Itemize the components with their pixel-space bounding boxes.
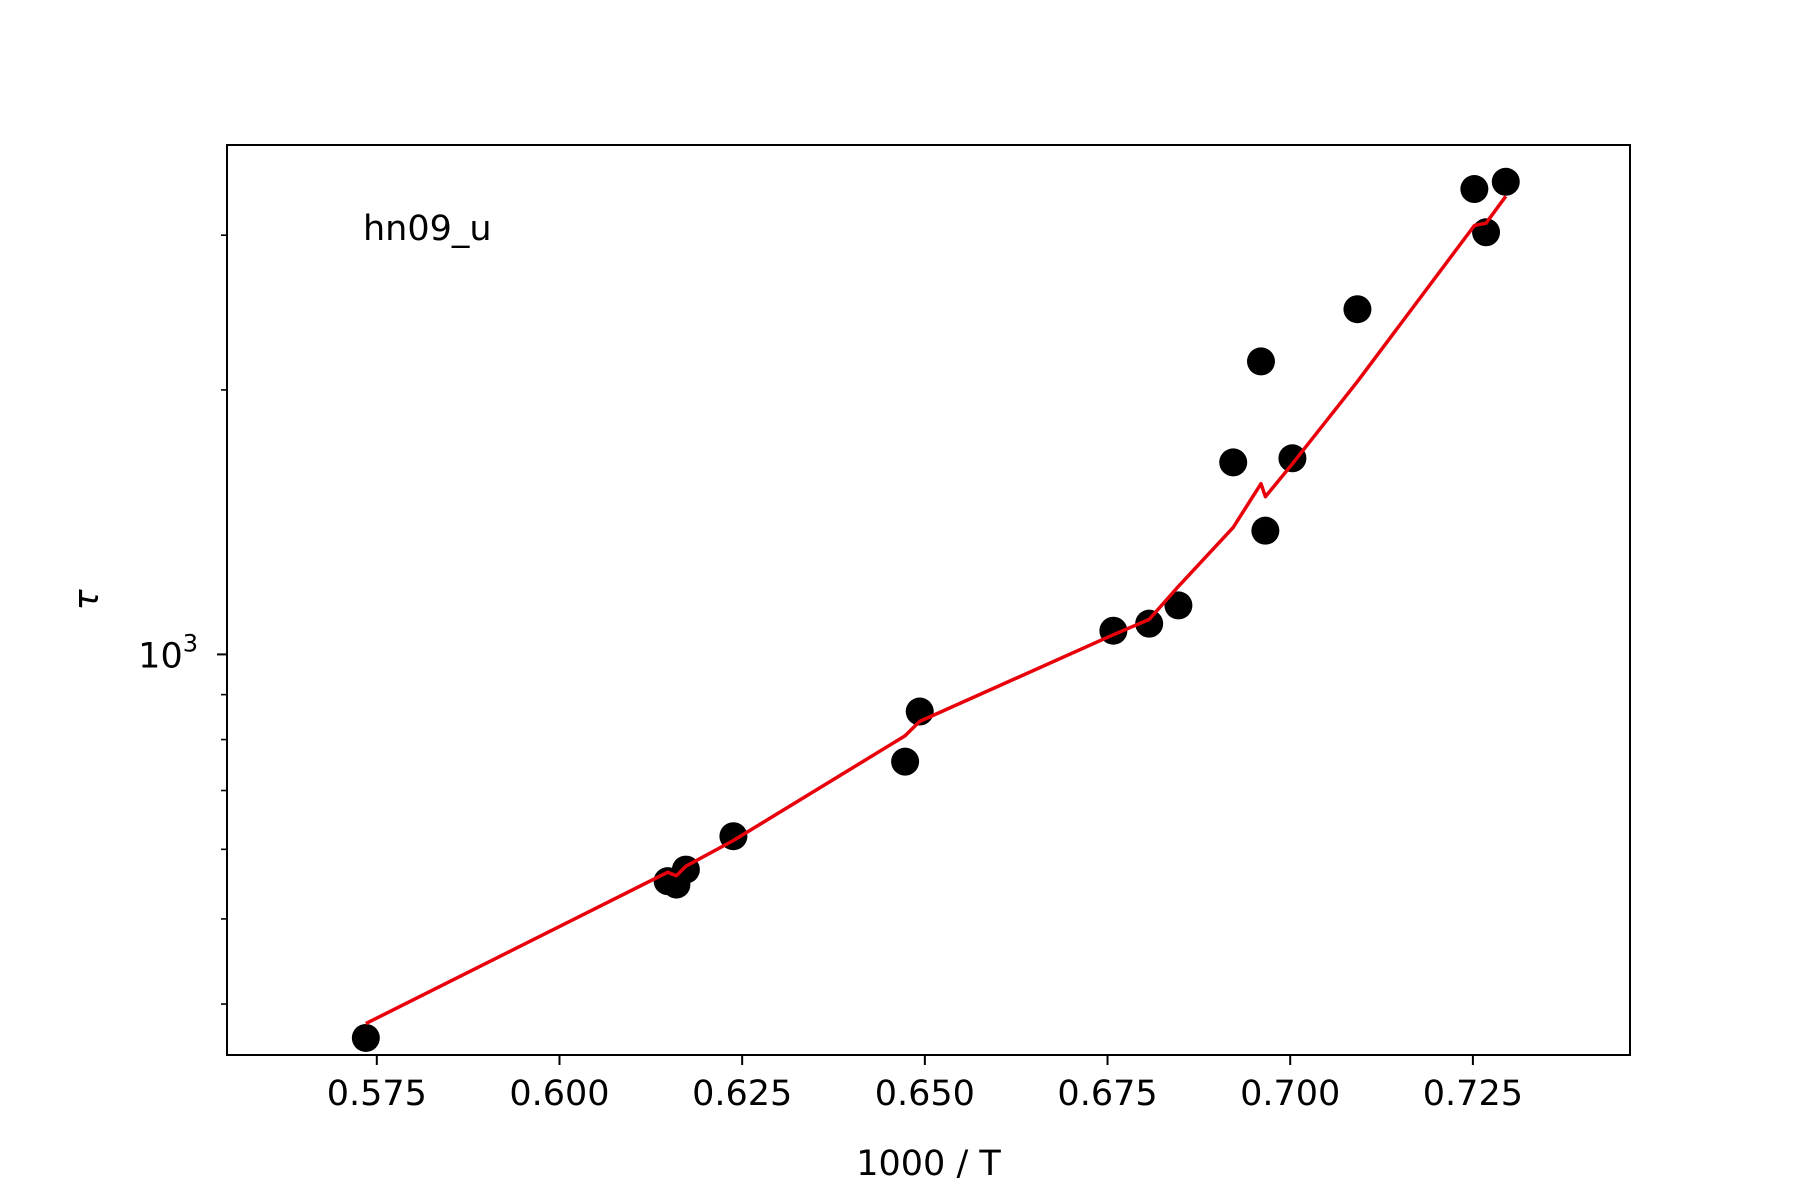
y-tick-label-exponent: 3 xyxy=(183,629,198,657)
x-tick-label: 0.725 xyxy=(1423,1074,1523,1114)
plot-content xyxy=(351,167,1520,1052)
y-axis-label: τ xyxy=(67,589,107,611)
fit-line xyxy=(365,195,1508,1026)
x-tick-label: 0.700 xyxy=(1240,1074,1340,1114)
plot-frame xyxy=(226,144,1631,1056)
x-tick-label: 0.675 xyxy=(1057,1074,1157,1114)
y-tick-label: 103 xyxy=(138,629,198,676)
x-axis-ticks: 0.575 0.600 0.625 0.650 0.675 0.700 0.725 xyxy=(327,1055,1523,1114)
data-point xyxy=(1251,516,1280,545)
y-tick-label-base: 10 xyxy=(138,636,183,676)
data-point xyxy=(1491,167,1520,196)
y-axis-ticks: 103 xyxy=(138,234,227,1005)
data-point xyxy=(1343,295,1372,324)
x-tick-label: 0.650 xyxy=(875,1074,975,1114)
series-annotation: hn09_u xyxy=(363,209,492,249)
x-tick-label: 0.600 xyxy=(509,1074,609,1114)
data-point xyxy=(1219,448,1248,477)
data-point xyxy=(351,1023,380,1052)
x-axis-label: 1000 / T xyxy=(856,1144,1001,1184)
data-point xyxy=(1164,591,1193,620)
data-point xyxy=(1278,444,1307,473)
data-point xyxy=(1246,347,1275,376)
data-point xyxy=(1460,175,1489,204)
data-point xyxy=(1135,609,1164,638)
data-point xyxy=(891,747,920,776)
x-tick-label: 0.575 xyxy=(327,1074,427,1114)
x-tick-label: 0.625 xyxy=(692,1074,792,1114)
